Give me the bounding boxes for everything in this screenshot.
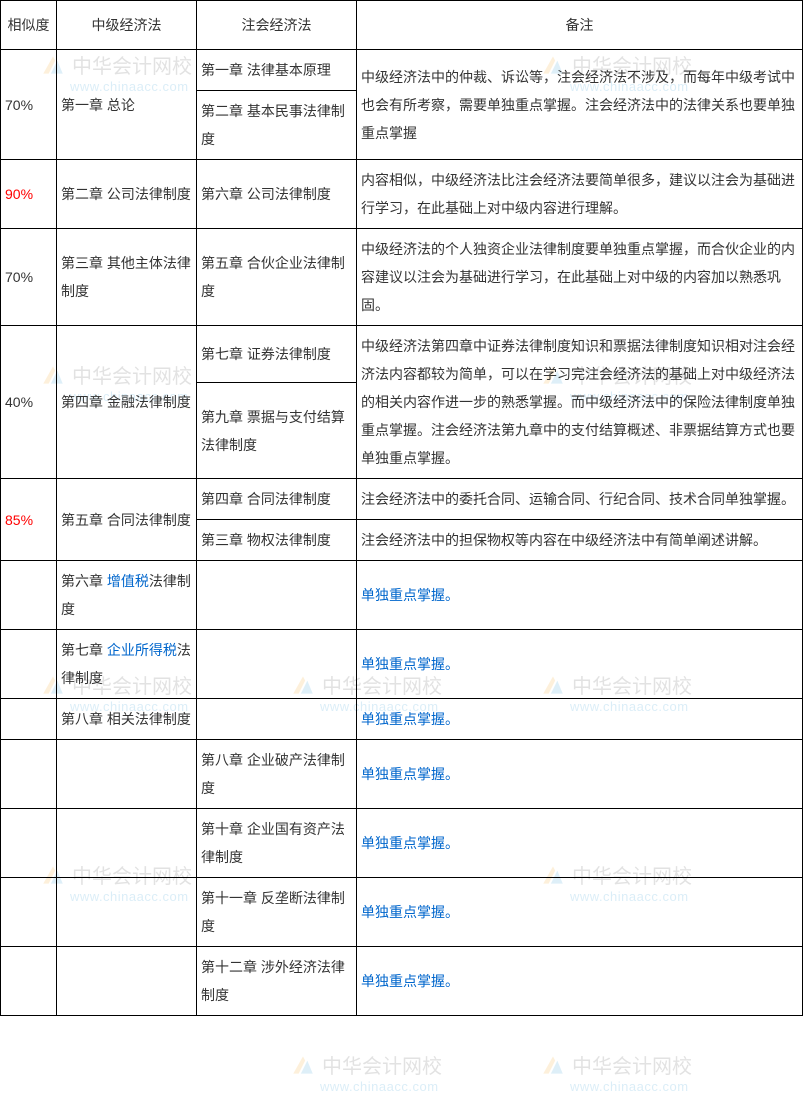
link-text[interactable]: 单独重点掌握。	[361, 711, 459, 727]
mid-cell: 第二章 公司法律制度	[57, 160, 197, 229]
similarity-cell	[1, 947, 57, 1016]
similarity-cell	[1, 809, 57, 878]
header-cpa-econlaw: 注会经济法	[197, 1, 357, 50]
cpa-cell: 第十二章 涉外经济法律制度	[197, 947, 357, 1016]
table-row: 第八章 企业破产法律制度单独重点掌握。	[1, 740, 803, 809]
watermark: 中华会计网校www.chinaacc.com	[540, 1050, 692, 1094]
link-text[interactable]: 单独重点掌握。	[361, 835, 459, 851]
link-text[interactable]: 单独重点掌握。	[361, 904, 459, 920]
mid-cell: 第一章 总论	[57, 50, 197, 160]
table-row: 第十一章 反垄断法律制度单独重点掌握。	[1, 878, 803, 947]
cpa-cell: 第三章 物权法律制度	[197, 520, 357, 561]
mid-cell	[57, 740, 197, 809]
cpa-cell	[197, 699, 357, 740]
link-text[interactable]: 单独重点掌握。	[361, 656, 459, 672]
note-cell: 单独重点掌握。	[357, 561, 803, 630]
note-cell: 单独重点掌握。	[357, 809, 803, 878]
link-text[interactable]: 企业所得税	[107, 642, 177, 658]
cpa-cell: 第九章 票据与支付结算法律制度	[197, 383, 357, 479]
mid-cell: 第八章 相关法律制度	[57, 699, 197, 740]
similarity-cell: 70%	[1, 229, 57, 326]
mid-cell: 第三章 其他主体法律制度	[57, 229, 197, 326]
similarity-cell	[1, 740, 57, 809]
cpa-cell: 第五章 合伙企业法律制度	[197, 229, 357, 326]
note-cell: 内容相似，中级经济法比注会经济法要简单很多，建议以注会为基础进行学习，在此基础上…	[357, 160, 803, 229]
link-text[interactable]: 单独重点掌握。	[361, 766, 459, 782]
mid-cell: 第四章 金融法律制度	[57, 326, 197, 479]
table-row: 85%第五章 合同法律制度第四章 合同法律制度注会经济法中的委托合同、运输合同、…	[1, 479, 803, 520]
note-cell: 单独重点掌握。	[357, 947, 803, 1016]
comparison-table: 相似度 中级经济法 注会经济法 备注 70%第一章 总论第一章 法律基本原理中级…	[0, 0, 803, 1016]
note-cell: 中级经济法中的仲裁、诉讼等，注会经济法不涉及，而每年中级考试中也会有所考察，需要…	[357, 50, 803, 160]
mid-cell: 第七章 企业所得税法律制度	[57, 630, 197, 699]
mid-cell	[57, 878, 197, 947]
similarity-cell	[1, 699, 57, 740]
similarity-cell: 85%	[1, 479, 57, 561]
mid-cell: 第五章 合同法律制度	[57, 479, 197, 561]
mid-cell	[57, 947, 197, 1016]
link-text[interactable]: 单独重点掌握。	[361, 587, 459, 603]
cpa-cell: 第一章 法律基本原理	[197, 50, 357, 91]
mid-cell	[57, 809, 197, 878]
note-cell: 单独重点掌握。	[357, 630, 803, 699]
similarity-cell	[1, 878, 57, 947]
table-row: 第十章 企业国有资产法律制度单独重点掌握。	[1, 809, 803, 878]
note-cell: 单独重点掌握。	[357, 699, 803, 740]
link-text[interactable]: 增值税	[107, 573, 149, 589]
similarity-cell	[1, 630, 57, 699]
table-row: 40%第四章 金融法律制度第七章 证券法律制度中级经济法第四章中证券法律制度知识…	[1, 326, 803, 383]
table-row: 70%第三章 其他主体法律制度第五章 合伙企业法律制度中级经济法的个人独资企业法…	[1, 229, 803, 326]
cpa-cell: 第六章 公司法律制度	[197, 160, 357, 229]
note-cell: 注会经济法中的委托合同、运输合同、行纪合同、技术合同单独掌握。	[357, 479, 803, 520]
note-cell: 中级经济法第四章中证券法律制度知识和票据法律制度知识相对注会经济法内容都较为简单…	[357, 326, 803, 479]
table-header-row: 相似度 中级经济法 注会经济法 备注	[1, 1, 803, 50]
note-cell: 注会经济法中的担保物权等内容在中级经济法中有简单阐述讲解。	[357, 520, 803, 561]
table-row: 70%第一章 总论第一章 法律基本原理中级经济法中的仲裁、诉讼等，注会经济法不涉…	[1, 50, 803, 91]
cpa-cell: 第七章 证券法律制度	[197, 326, 357, 383]
watermark: 中华会计网校www.chinaacc.com	[290, 1050, 442, 1094]
table-row: 第六章 增值税法律制度 单独重点掌握。	[1, 561, 803, 630]
cpa-cell: 第十一章 反垄断法律制度	[197, 878, 357, 947]
header-notes: 备注	[357, 1, 803, 50]
cpa-cell: 第十章 企业国有资产法律制度	[197, 809, 357, 878]
similarity-cell: 40%	[1, 326, 57, 479]
note-cell: 单独重点掌握。	[357, 878, 803, 947]
mid-cell: 第六章 增值税法律制度	[57, 561, 197, 630]
cpa-cell: 第四章 合同法律制度	[197, 479, 357, 520]
similarity-cell: 70%	[1, 50, 57, 160]
cpa-cell: 第二章 基本民事法律制度	[197, 91, 357, 160]
cpa-cell	[197, 561, 357, 630]
header-mid-econlaw: 中级经济法	[57, 1, 197, 50]
cpa-cell	[197, 630, 357, 699]
cpa-cell: 第八章 企业破产法律制度	[197, 740, 357, 809]
link-text[interactable]: 单独重点掌握。	[361, 973, 459, 989]
table-row: 90%第二章 公司法律制度第六章 公司法律制度内容相似，中级经济法比注会经济法要…	[1, 160, 803, 229]
similarity-cell	[1, 561, 57, 630]
table-row: 第十二章 涉外经济法律制度单独重点掌握。	[1, 947, 803, 1016]
header-similarity: 相似度	[1, 1, 57, 50]
note-cell: 中级经济法的个人独资企业法律制度要单独重点掌握，而合伙企业的内容建议以注会为基础…	[357, 229, 803, 326]
table-row: 第八章 相关法律制度 单独重点掌握。	[1, 699, 803, 740]
table-row: 第七章 企业所得税法律制度 单独重点掌握。	[1, 630, 803, 699]
similarity-cell: 90%	[1, 160, 57, 229]
note-cell: 单独重点掌握。	[357, 740, 803, 809]
